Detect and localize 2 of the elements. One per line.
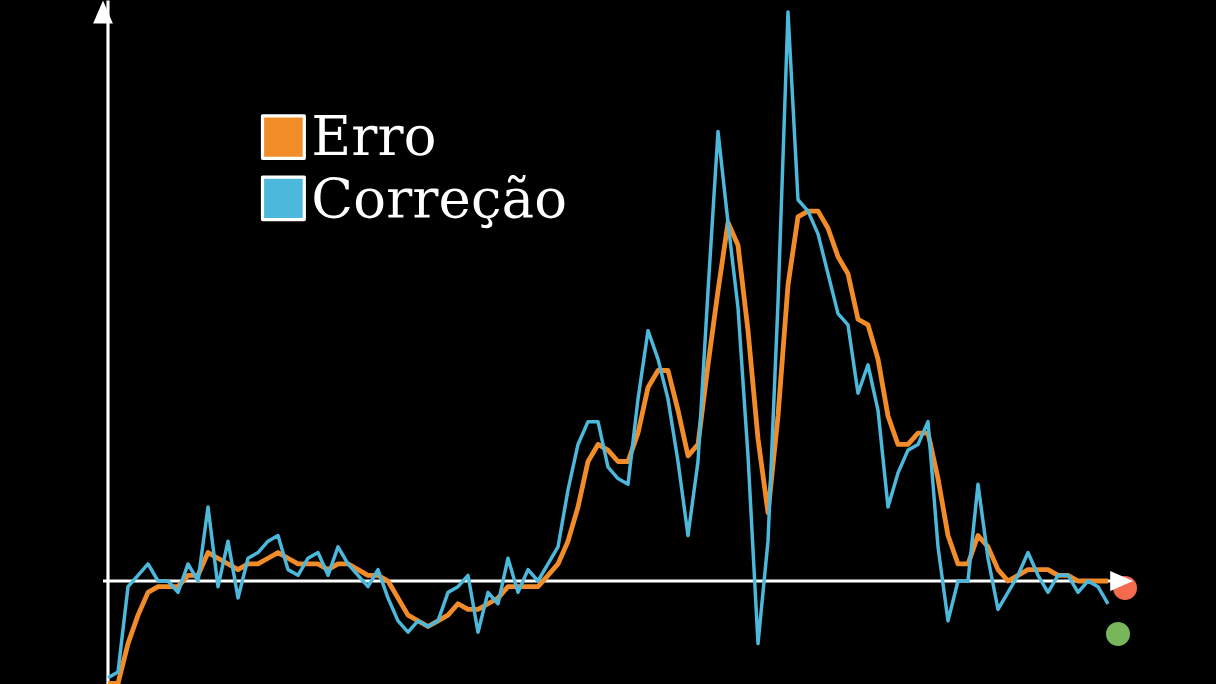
- legend-label: Erro: [314, 115, 434, 156]
- legend-label: Correção: [314, 175, 565, 229]
